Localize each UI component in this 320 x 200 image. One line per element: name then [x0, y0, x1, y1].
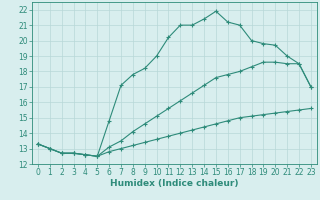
X-axis label: Humidex (Indice chaleur): Humidex (Indice chaleur) [110, 179, 239, 188]
